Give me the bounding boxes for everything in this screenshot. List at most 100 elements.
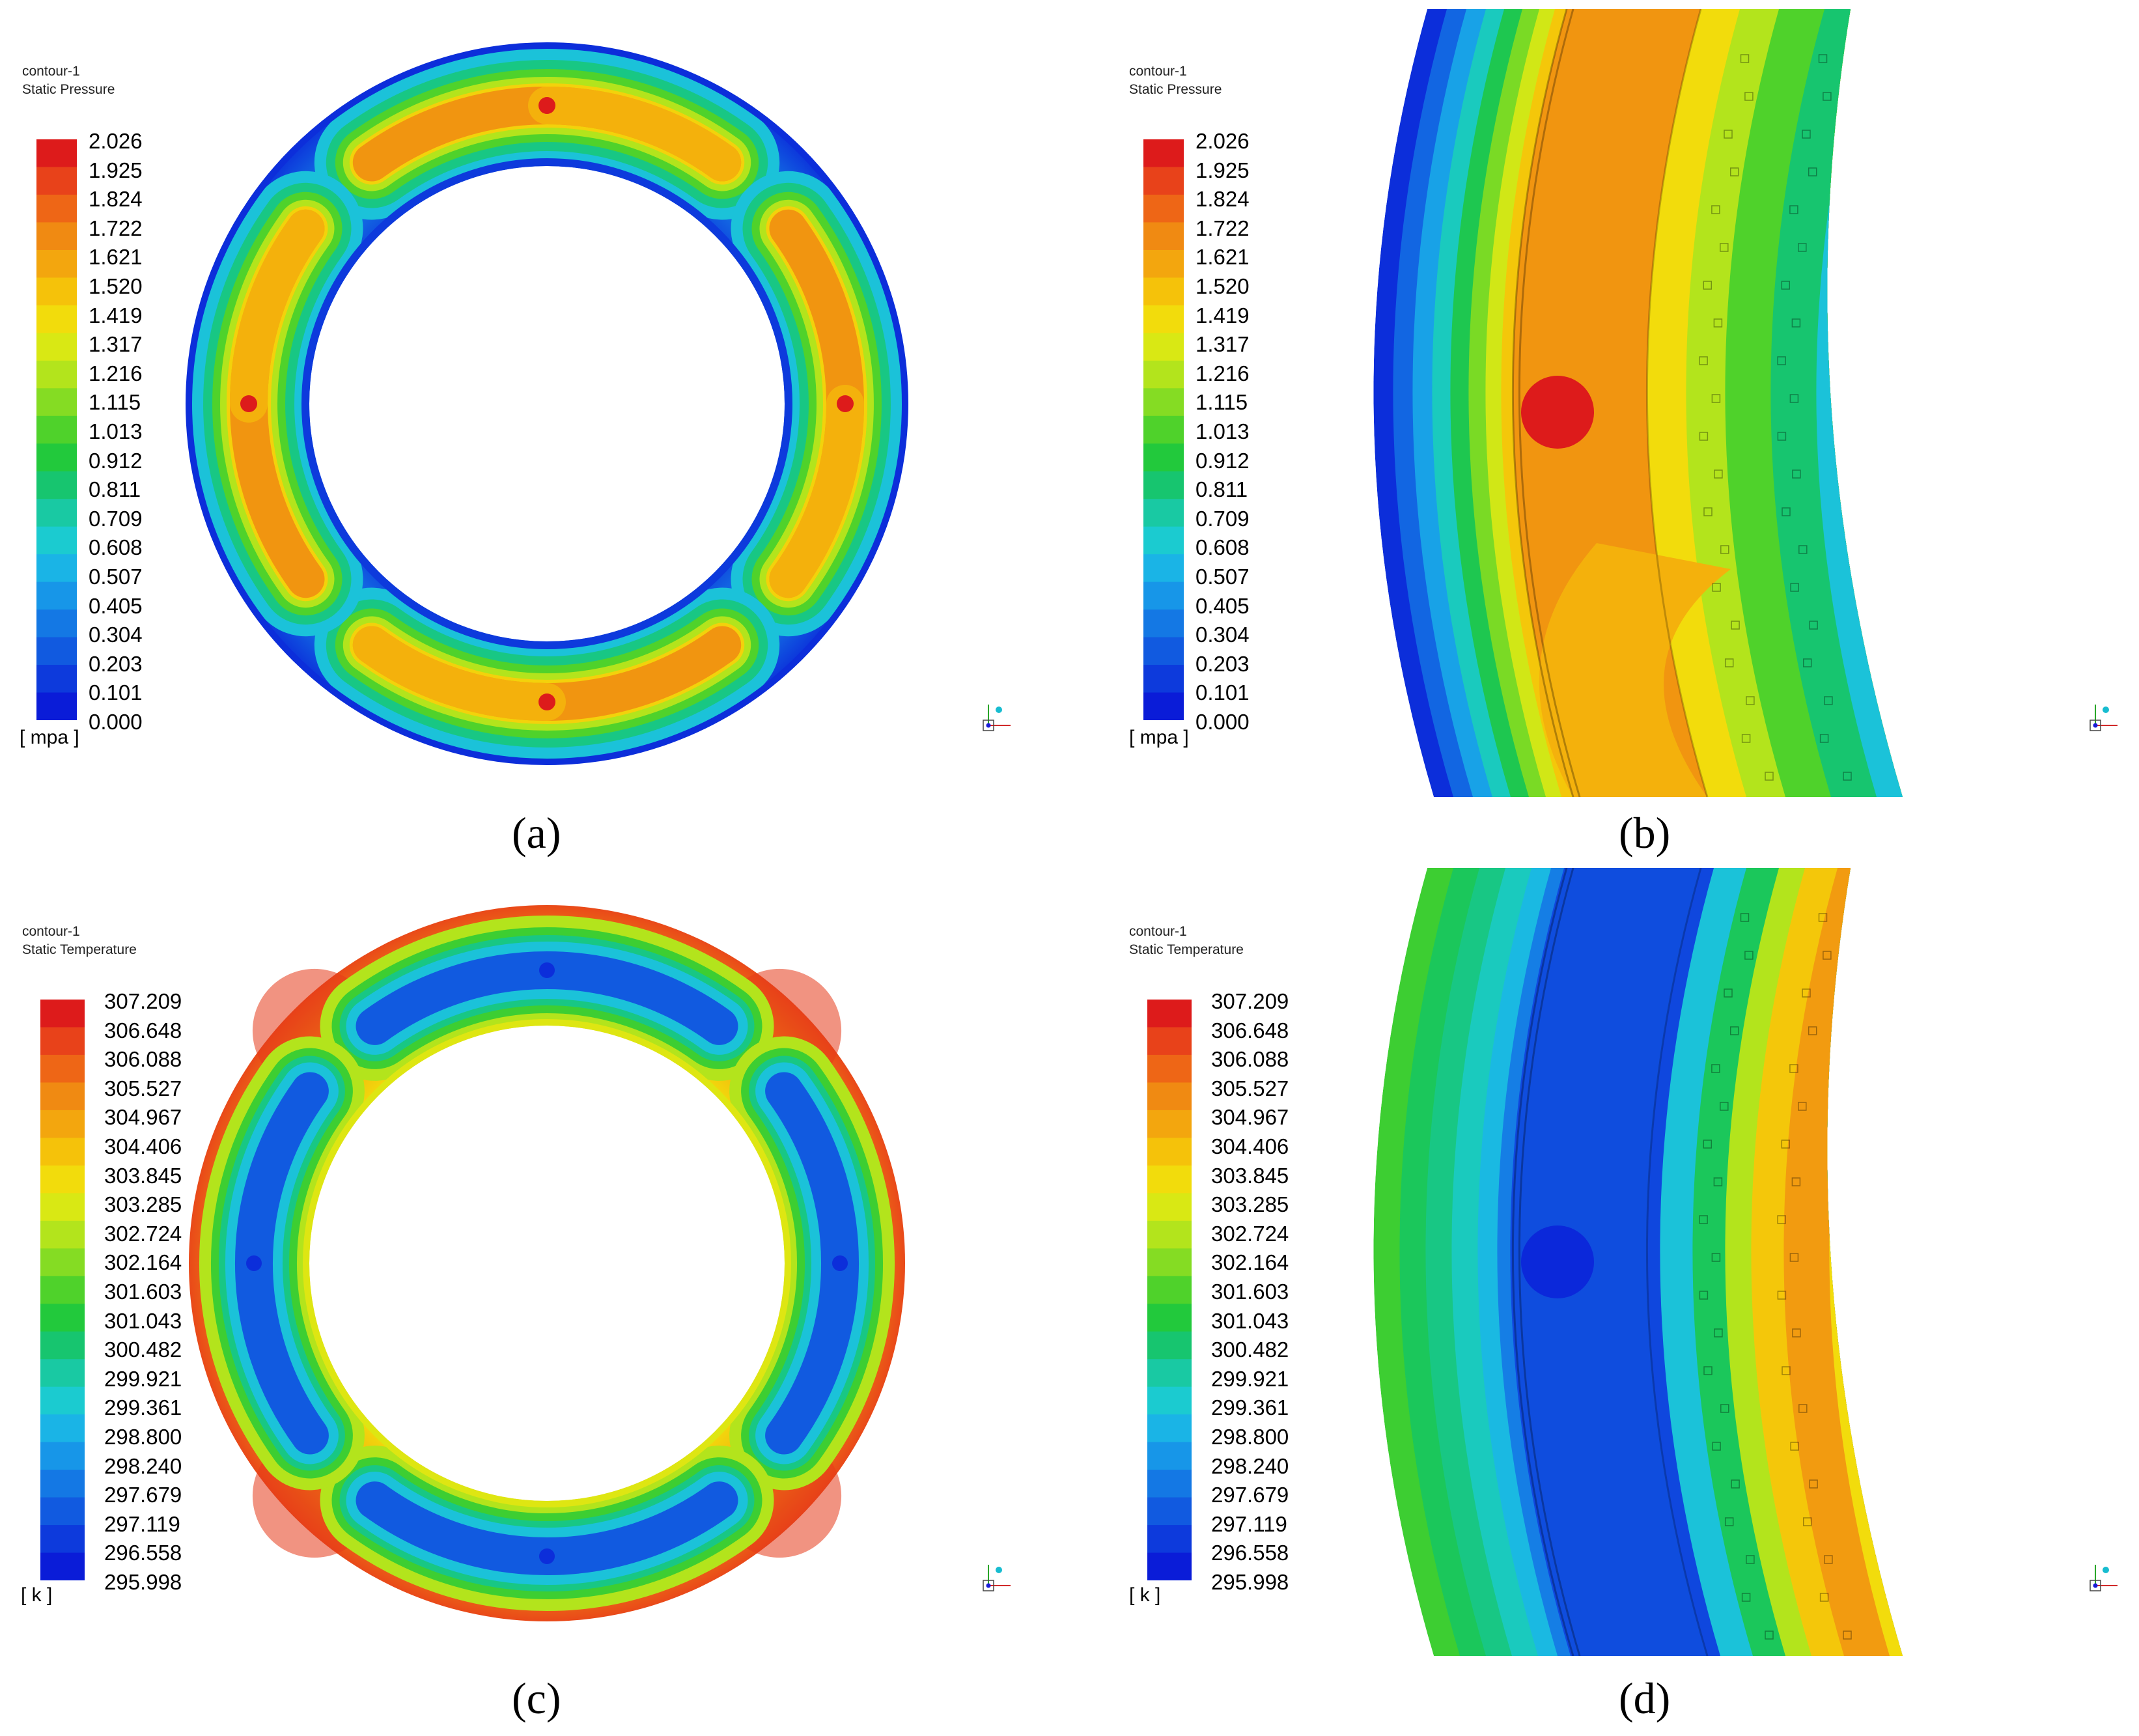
mesh-marker [1859,281,1869,290]
caption-b: (b) [1619,808,1671,858]
legend-tick-label: 299.361 [104,1395,182,1420]
legend-header: contour-1 Static Pressure [1129,63,1222,99]
legend-tick-label: 299.361 [1211,1395,1289,1420]
legend-tick-label: 0.912 [1195,448,1250,473]
legend-swatch [1143,499,1184,527]
legend-tick-label: 300.482 [1211,1337,1289,1362]
legend-swatch [1143,277,1184,306]
mesh-marker [1713,1177,1723,1186]
legend-swatch [36,167,77,195]
legend-swatch [1147,1359,1192,1388]
mesh-marker [1902,696,1903,705]
mesh-marker [1818,54,1828,63]
recess-pad [1513,868,1707,1656]
legend-swatch [40,1248,85,1277]
legend-tick-label: 0.203 [89,651,143,676]
legend-tick-label: 1.722 [1195,216,1250,240]
mesh-marker [1802,130,1811,139]
legend-swatch [40,1000,85,1028]
inner-bore [309,1026,785,1501]
panel-c: contour-1 Static Temperature 307.209 306.… [0,868,1069,1736]
unit-label: [ mpa ] [1129,727,1189,748]
contour-name: contour-1 [1129,64,1187,79]
recess-pad-half [1539,543,1731,797]
legend-swatch [1147,1138,1192,1166]
mesh-marker [1859,1140,1869,1149]
legend-swatch [1147,1331,1192,1360]
axis-triad-icon [2090,1565,2118,1591]
color-legend-bar [40,1000,85,1580]
legend-tick-label: 1.216 [89,361,143,385]
mesh-marker [1781,281,1791,290]
mesh-marker [1808,1026,1817,1035]
legend-swatch [1147,1082,1192,1111]
legend-tick-label: 305.527 [1211,1076,1289,1100]
panel-d: contour-1 Static Temperature 307.209 306.… [1069,868,2138,1736]
legend-tick-label: 0.811 [1195,477,1248,502]
mesh-marker [1789,205,1798,214]
panel-b: contour-1 Static Pressure 2.026 1.925 1.82… [1069,0,2138,868]
mesh-marker [1808,167,1817,176]
legend-swatch [1143,665,1184,693]
legend-swatch [1147,1497,1192,1526]
mesh-marker [1699,1215,1708,1224]
mesh-marker [1765,772,1774,781]
mesh-marker [1802,658,1812,667]
caption-d: (d) [1619,1673,1671,1723]
legend-swatch [36,471,77,499]
mesh-marker [1818,913,1828,922]
mesh-marker [1897,734,1903,743]
legend-swatch [40,1386,85,1415]
legend-swatch [1143,305,1184,333]
color-legend-bar [36,139,77,720]
legend-swatch [40,1414,85,1443]
mesh-marker [1867,394,1877,403]
groove-line [1511,868,1574,1656]
triad-box [2090,720,2101,731]
oil-inlet-hole [538,97,555,114]
mesh-marker [1880,1517,1890,1526]
mesh-marker [1802,988,1811,998]
mesh-marker [1777,1215,1786,1224]
legend-tick-label: 298.800 [104,1425,182,1449]
mesh-marker [1819,734,1829,743]
legend-tick-label: 0.101 [1195,680,1250,705]
groove-line [1518,9,1581,797]
legend-swatch [1143,360,1184,389]
legend-tick-label: 302.724 [104,1221,182,1246]
variable-name: Static Pressure [1129,82,1222,97]
legend-tick-label: 0.811 [89,477,141,502]
mesh-marker [1712,583,1721,592]
legend-swatch [1147,1193,1192,1222]
triad-z-dot [996,707,1002,713]
legend-tick-label: 1.925 [89,158,143,182]
mesh-marker [1740,913,1750,922]
mesh-marker [1744,92,1754,101]
legend-swatch [1143,222,1184,251]
triad-z-dot [2103,707,2109,713]
legend-swatch [1143,526,1184,555]
legend-swatch [1147,1276,1192,1304]
oil-inlet-hole [240,395,257,412]
legend-tick-label: 0.203 [1195,651,1250,676]
legend-header: contour-1 Static Temperature [22,923,137,959]
mesh-marker [1729,1026,1739,1035]
legend-tick-label: 297.119 [1211,1511,1287,1536]
mesh-marker [1824,696,1833,705]
legend-tick-label: 304.967 [1211,1105,1289,1130]
mesh-marker [1791,1177,1801,1186]
mesh-marker [1782,1366,1791,1375]
mesh-marker [1860,1366,1869,1375]
legend-swatch [1143,443,1184,472]
legend-tick-label: 0.507 [89,565,143,589]
unit-label: [ mpa ] [20,727,79,748]
triad-origin [2093,1583,2098,1588]
mesh-marker [1777,432,1787,441]
legend-swatch [1143,139,1184,168]
color-legend-bar [1147,1000,1192,1580]
oil-inlet-hole [246,1255,262,1271]
mesh-marker [1798,1102,1807,1111]
legend-swatch [36,581,77,610]
legend-swatch [40,1525,85,1554]
mesh-marker [1860,507,1869,516]
